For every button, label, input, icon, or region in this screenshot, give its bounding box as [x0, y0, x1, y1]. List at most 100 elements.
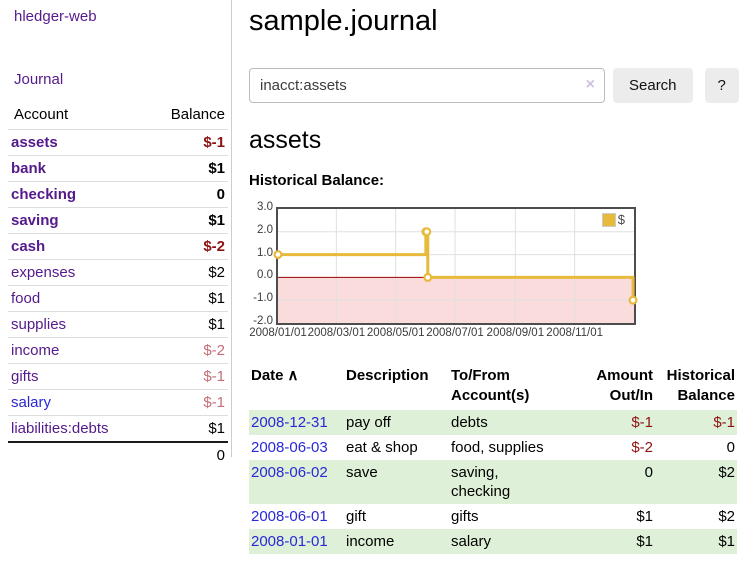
register-header-date[interactable]: Date ∧: [251, 367, 299, 384]
search-form: × Search ?: [249, 68, 742, 103]
transaction-balance: $1: [718, 533, 735, 550]
transaction-amount: $-1: [631, 414, 653, 431]
transaction-amount: 0: [644, 464, 653, 481]
account-link-cash[interactable]: cash: [11, 238, 46, 255]
search-button[interactable]: Search: [613, 68, 693, 103]
register-header-accounts: To/From Account(s): [451, 367, 530, 404]
register-row: 2008-06-01 gift gifts $1 $2: [249, 504, 737, 529]
account-cell: checking: [8, 181, 158, 208]
transaction-date-link[interactable]: 2008-01-01: [251, 533, 328, 550]
chart-legend: $: [601, 212, 625, 227]
register-row: 2008-01-01 income salary $1 $1: [249, 529, 737, 554]
register-header-row: Date ∧ Description To/From Account(s) Amo…: [249, 365, 737, 410]
y-axis-tick-label: -2.0: [253, 315, 273, 327]
transaction-amount: $1: [636, 508, 653, 525]
transaction-description: pay off: [346, 414, 391, 431]
transaction-accounts: food, supplies: [451, 439, 544, 456]
account-column-header: Account: [14, 106, 69, 123]
account-link-bank[interactable]: bank: [11, 160, 47, 177]
transaction-balance: $-1: [713, 414, 735, 431]
register-row: 2008-06-02 save saving, checking 0 $2: [249, 460, 737, 504]
main-content: sample.journal × Search ? assets Histori…: [232, 0, 742, 554]
account-cell: liabilities:debts: [8, 415, 158, 442]
account-link-saving[interactable]: saving: [11, 212, 59, 229]
account-link-liabilities-debts[interactable]: liabilities:debts: [11, 420, 109, 437]
register-row: 2008-12-31 pay off debts $-1 $-1: [249, 410, 737, 435]
transaction-date-cell: 2008-06-01: [249, 504, 344, 529]
accounts-header-row: Account Balance: [8, 102, 228, 130]
accounts-table: Account Balance assets $-1 bank $1 checking 0…: [8, 102, 228, 468]
transaction-description: save: [346, 464, 378, 481]
transaction-balance: $2: [718, 508, 735, 525]
account-balance: $-2: [158, 233, 228, 260]
clear-search-icon[interactable]: ×: [585, 76, 595, 93]
account-row: income $-2: [8, 337, 228, 364]
account-cell: saving: [8, 207, 158, 234]
account-balance: $1: [158, 311, 228, 338]
y-axis-tick-label: 1.0: [257, 246, 273, 259]
register-table: Date ∧ Description To/From Account(s) Amo…: [249, 365, 737, 554]
account-row: checking 0: [8, 181, 228, 208]
account-row: assets $-1: [8, 129, 228, 156]
account-cell: assets: [8, 129, 158, 156]
balance-column-header: Balance: [170, 106, 225, 123]
historical-balance-chart: 3.0 2.0 1.0 0.0 -1.0 -2.0 $ 2008/01/01 2008/03…: [249, 201, 742, 343]
accounts-total-row: 0: [8, 441, 228, 468]
account-row: food $1: [8, 285, 228, 312]
account-row: expenses $2: [8, 259, 228, 286]
accounts-total-spacer: [8, 441, 158, 468]
account-heading: assets: [249, 126, 322, 154]
transaction-amount: $1: [636, 533, 653, 550]
transaction-date-cell: 2008-06-02: [249, 460, 344, 504]
y-axis-tick-label: 2.0: [257, 223, 273, 236]
register-header-amount: Amount Out/In: [596, 367, 653, 404]
account-row: cash $-2: [8, 233, 228, 260]
account-link-income[interactable]: income: [11, 342, 60, 359]
x-axis-tick-label: 2008/01/01: [249, 327, 307, 339]
transaction-date-cell: 2008-01-01: [249, 529, 344, 554]
account-row: liabilities:debts $1: [8, 415, 228, 442]
page-title: sample.journal: [249, 5, 438, 37]
account-balance: $1: [158, 285, 228, 312]
help-button[interactable]: ?: [704, 68, 739, 103]
account-link-salary[interactable]: salary: [11, 394, 52, 411]
sidebar: hledger-web Journal Account Balance asse…: [0, 0, 232, 468]
transaction-date-link[interactable]: 2008-12-31: [251, 414, 328, 431]
account-link-gifts[interactable]: gifts: [11, 368, 39, 385]
account-balance: $1: [158, 207, 228, 234]
brand-link[interactable]: hledger-web: [14, 8, 97, 25]
account-link-expenses[interactable]: expenses: [11, 264, 76, 281]
legend-label: $: [617, 212, 625, 227]
sort-ascending-icon: ∧: [287, 367, 299, 384]
account-link-food[interactable]: food: [11, 290, 41, 307]
transaction-balance: 0: [726, 439, 735, 456]
transaction-amount: $-2: [631, 439, 653, 456]
account-row: supplies $1: [8, 311, 228, 338]
account-balance: $-1: [158, 129, 228, 156]
account-balance: $1: [158, 415, 228, 442]
account-link-supplies[interactable]: supplies: [11, 316, 67, 333]
x-axis-tick-label: 2008/07/01: [426, 327, 484, 339]
sidebar-item-journal[interactable]: Journal: [14, 71, 64, 88]
x-axis-tick-label: 2008/05/01: [366, 327, 425, 339]
account-cell: income: [8, 337, 158, 364]
account-link-checking[interactable]: checking: [11, 186, 77, 203]
account-balance: $-2: [158, 337, 228, 364]
y-axis-tick-label: 3.0: [257, 201, 273, 213]
x-axis-tick-label: 2008/03/01: [307, 327, 366, 339]
transaction-balance: $2: [718, 464, 735, 481]
search-input[interactable]: [250, 69, 604, 102]
transaction-date-link[interactable]: 2008-06-03: [251, 439, 328, 456]
transaction-accounts: gifts: [451, 508, 479, 525]
account-balance: $2: [158, 259, 228, 286]
y-axis-tick-label: 0.0: [257, 269, 273, 282]
chart-canvas: [273, 209, 638, 323]
transaction-description: eat & shop: [346, 439, 418, 456]
accounts-total-value: 0: [158, 441, 228, 468]
account-link-assets[interactable]: assets: [11, 134, 58, 151]
register-row: 2008-06-03 eat & shop food, supplies $-2 0: [249, 435, 737, 460]
legend-swatch-icon: [601, 212, 616, 227]
transaction-date-link[interactable]: 2008-06-01: [251, 508, 328, 525]
account-balance: $-1: [158, 363, 228, 390]
transaction-date-link[interactable]: 2008-06-02: [251, 464, 328, 481]
